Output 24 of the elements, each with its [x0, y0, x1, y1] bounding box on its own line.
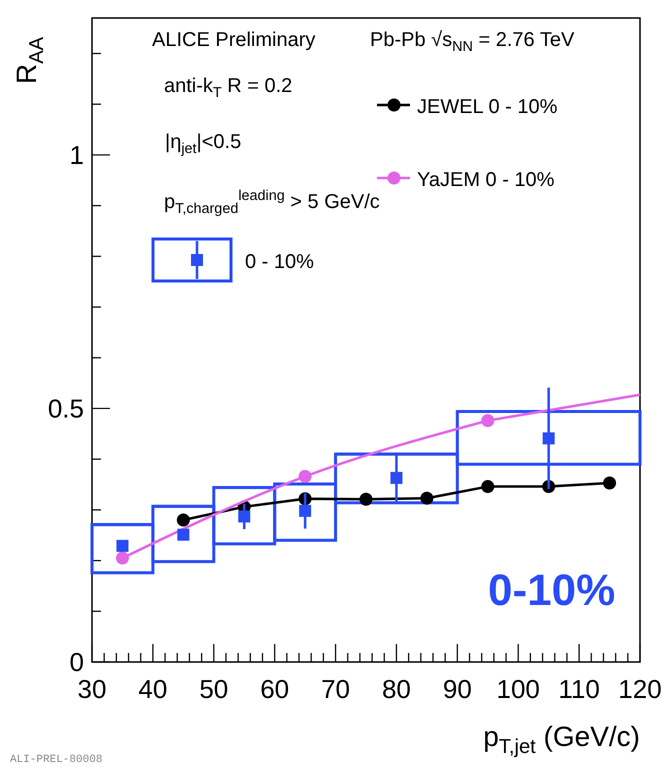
x-tick-label: 30 — [78, 674, 106, 704]
x-axis-title: p$_{T,jet}$ (GeV/c) — [483, 721, 640, 758]
annotation: |η$_{jet}$|<0.5 — [165, 131, 242, 157]
y-tick-label: 0 — [70, 647, 84, 677]
annotation: ALICE Preliminary — [152, 29, 316, 51]
annotation: anti-k$_{T}$ R = 0.2 — [164, 75, 292, 101]
x-tick-label: 60 — [260, 674, 290, 704]
text: ALI-PREL-80008 — [10, 754, 102, 766]
x-tick-label: 40 — [138, 674, 168, 704]
x-tick-label: 80 — [382, 674, 411, 704]
x-tick-label: 50 — [199, 674, 228, 704]
y-tick-label: 0.5 — [48, 393, 84, 424]
x-tick-label: 100 — [496, 674, 540, 704]
legend-label: 0 - 10% — [245, 251, 314, 273]
x-tick-label: 70 — [321, 674, 350, 704]
x-tick-label: 120 — [618, 674, 662, 704]
y-tick-label: 1 — [70, 140, 84, 170]
x-tick-label: 110 — [558, 674, 600, 704]
annotation: p$_{T,charged}$$^{leading}$ > 5 GeV/c — [164, 188, 380, 217]
legend-label: YaJEM 0 - 10% — [417, 169, 555, 191]
legend-label: JEWEL 0 - 10% — [417, 96, 558, 118]
annotation: 0-10% — [488, 566, 616, 615]
annotation: Pb-Pb √s$_{NN}$ = 2.76 TeV — [370, 29, 575, 55]
x-tick-label: 90 — [442, 674, 472, 704]
